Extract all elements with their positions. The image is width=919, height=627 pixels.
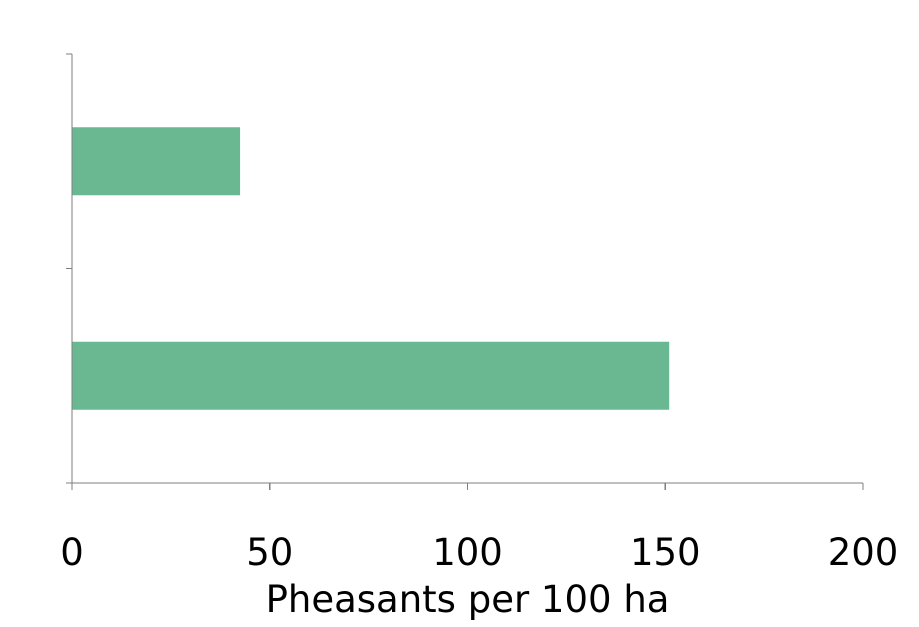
bar-1 — [72, 127, 241, 196]
x-tick-label: 150 — [630, 531, 701, 574]
bars-group — [72, 127, 670, 410]
x-tick-label: 200 — [828, 531, 899, 574]
x-axis: 0 50 100 150 200 — [60, 482, 899, 574]
x-tick-label: 0 — [60, 531, 84, 574]
x-tick-label: 100 — [432, 531, 503, 574]
bar-2 — [72, 341, 670, 410]
x-tick-label: 50 — [246, 531, 293, 574]
x-axis-title: Pheasants per 100 ha — [266, 578, 670, 621]
y-axis — [66, 53, 73, 484]
